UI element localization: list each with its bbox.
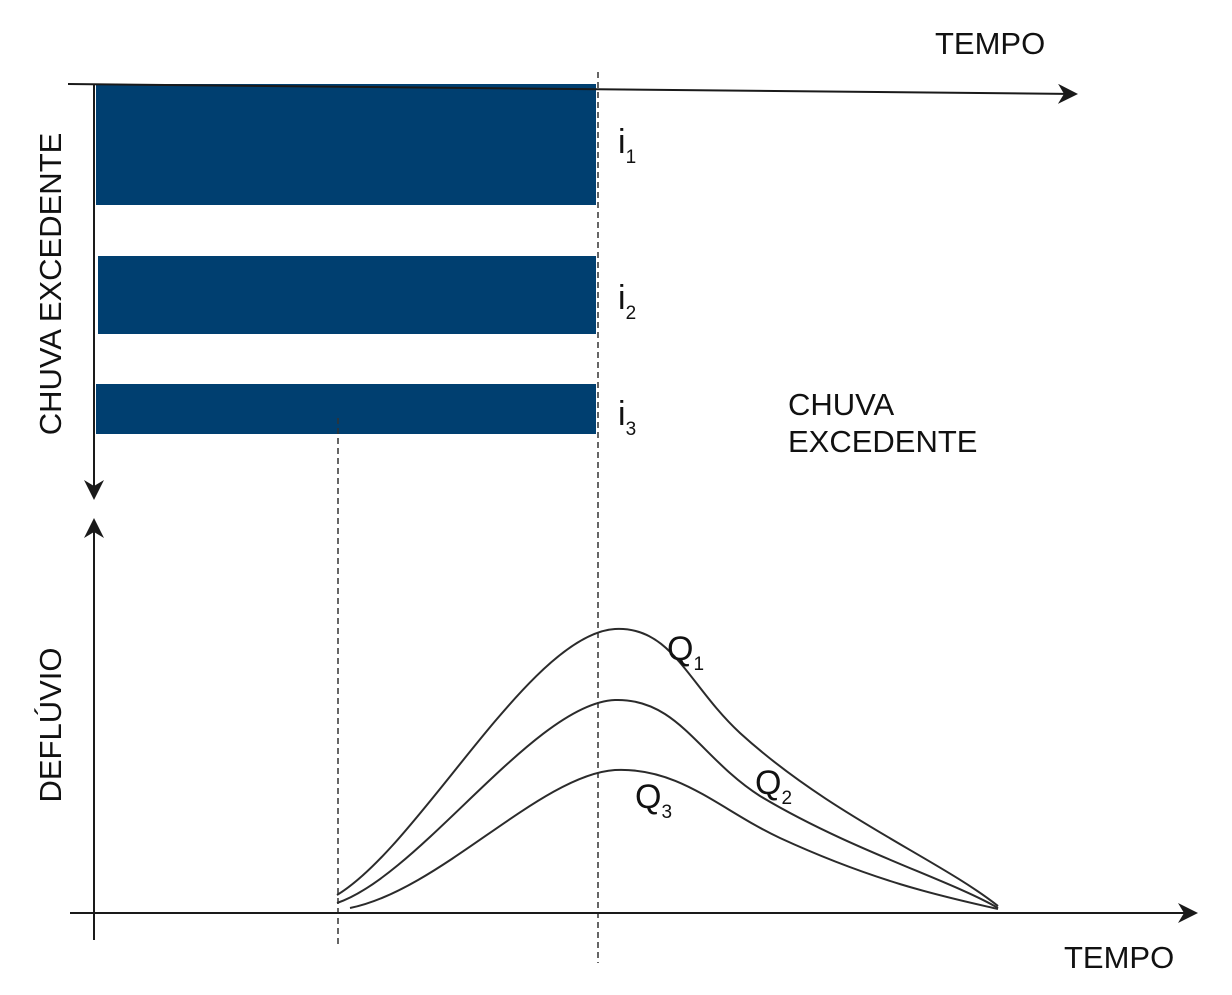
runoff-chart: Q1 Q2 Q3 TEMPO DEFLÚVIO xyxy=(33,518,1198,975)
hydrograph-curve-q2 xyxy=(336,698,999,909)
bar-label-i2-symbol: i xyxy=(618,279,626,317)
rainfall-excess-chart: TEMPO CHUVA EXCEDENTE i1 i2 i3 CHUVA EXC… xyxy=(33,26,1078,500)
curve-label-q3-symbol: Q xyxy=(635,778,661,816)
bottom-x-axis-label: TEMPO xyxy=(1064,940,1174,975)
hydrograph-curve-q1 xyxy=(336,627,999,907)
rainfall-bar-3 xyxy=(96,384,596,434)
bar-label-i1: i1 xyxy=(618,123,636,168)
curve-label-q2: Q2 xyxy=(755,764,792,809)
curve-label-q1-symbol: Q xyxy=(667,630,693,668)
bar-label-i1-symbol: i xyxy=(618,123,626,161)
rainfall-bar-2 xyxy=(98,256,596,334)
side-label-line2: EXCEDENTE xyxy=(788,424,977,459)
bar-label-i1-subscript: 1 xyxy=(626,147,637,168)
bar-label-i2: i2 xyxy=(618,279,636,324)
top-x-axis-label: TEMPO xyxy=(935,26,1045,61)
top-time-axis xyxy=(67,83,1078,104)
bar-label-i3-subscript: 3 xyxy=(626,419,637,440)
rainfall-bar-1 xyxy=(96,84,596,205)
curve-label-q1-subscript: 1 xyxy=(693,654,704,675)
side-label-line1: CHUVA xyxy=(788,387,895,422)
curve-label-q1: Q1 xyxy=(667,630,704,675)
curve-label-q3-subscript: 3 xyxy=(661,802,672,823)
bar-label-i2-subscript: 2 xyxy=(626,303,637,324)
curve-label-q2-subscript: 2 xyxy=(781,788,792,809)
bar-label-i3: i3 xyxy=(618,395,636,440)
curve-label-q2-symbol: Q xyxy=(755,764,781,802)
curve-label-q3: Q3 xyxy=(635,778,672,823)
bar-label-i3-symbol: i xyxy=(618,395,626,433)
top-y-axis-label: CHUVA EXCEDENTE xyxy=(33,133,68,436)
hydrograph-curve-q3 xyxy=(349,768,999,910)
bottom-y-axis-label: DEFLÚVIO xyxy=(33,647,68,802)
